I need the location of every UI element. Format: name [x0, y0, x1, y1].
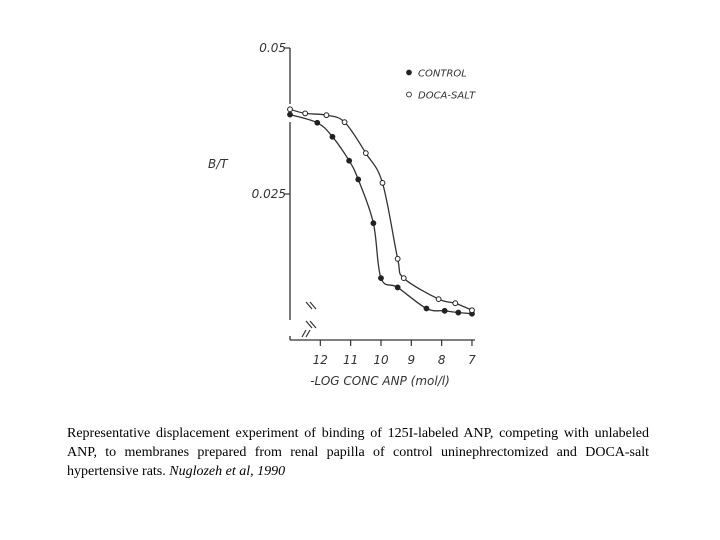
x-tick-label-4: 8	[438, 353, 446, 367]
y-axis-break-upper	[305, 301, 317, 310]
legend-label-control: CONTROL	[418, 69, 467, 80]
point-control-6	[378, 275, 384, 281]
point-doca-salt-4	[362, 150, 369, 157]
point-control-9	[441, 307, 448, 314]
legend-label-doca-salt: DOCA-SALT	[418, 91, 476, 102]
point-control-2	[329, 133, 336, 140]
legend: CONTROL DOCA-SALT	[406, 69, 476, 102]
x-tick-label-5: 7	[468, 353, 476, 367]
legend-marker-doca-salt	[406, 91, 412, 98]
point-doca-salt-9	[452, 300, 459, 307]
axes: 0.05 0.025 12 11 10 9 8 7	[252, 41, 477, 367]
point-control-10	[455, 309, 462, 316]
point-doca-salt-5	[379, 180, 386, 186]
caption-text: Representative displacement experiment o…	[67, 426, 649, 479]
point-control-3	[346, 157, 353, 164]
x-tick-label-2: 10	[373, 353, 389, 367]
x-axis-title: -LOG CONC ANP (mol/l)	[310, 374, 450, 388]
fitted-curves	[289, 108, 473, 315]
point-control-8	[423, 305, 430, 312]
curve-control	[289, 113, 473, 315]
point-doca-salt-7	[400, 275, 407, 281]
point-control-0	[287, 111, 293, 118]
data-points	[287, 106, 475, 317]
y-tick-label-0: 0.05	[259, 41, 286, 55]
y-axis-title: B/T	[208, 157, 229, 171]
point-doca-salt-2	[323, 112, 330, 119]
point-doca-salt-6	[394, 255, 401, 262]
x-axis-break	[301, 329, 311, 338]
point-doca-salt-1	[302, 110, 309, 117]
legend-marker-control	[406, 69, 412, 76]
point-control-7	[394, 284, 401, 291]
x-tick-label-3: 9	[407, 353, 415, 367]
point-doca-salt-3	[341, 119, 348, 126]
point-doca-salt-8	[435, 296, 442, 303]
x-tick-label-1: 11	[343, 353, 358, 367]
figure-caption: Representative displacement experiment o…	[67, 424, 649, 481]
point-control-5	[370, 220, 377, 227]
point-control-1	[314, 119, 321, 126]
caption-citation: Nuglozeh et al, 1990	[169, 464, 286, 479]
point-doca-salt-0	[287, 106, 293, 113]
y-axis-break-lower	[305, 320, 317, 329]
point-control-4	[355, 176, 362, 183]
y-tick-label-1: 0.025	[252, 187, 286, 201]
x-tick-label-0: 12	[313, 353, 328, 367]
point-doca-salt-10	[469, 307, 475, 314]
